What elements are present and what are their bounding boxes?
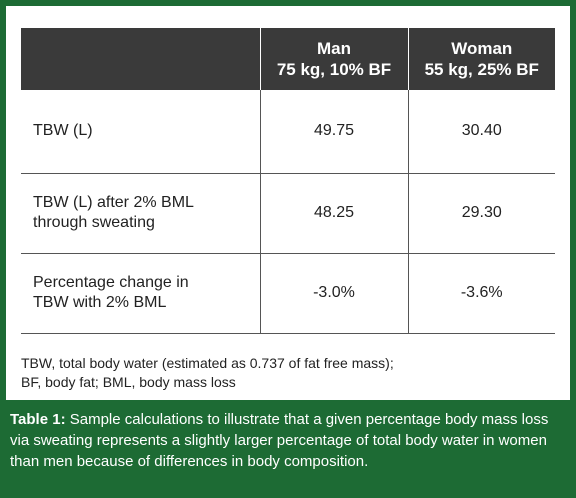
row-label: TBW (L) after 2% BML through sweating [21,173,260,253]
table-footnote: TBW, total body water (estimated as 0.73… [21,354,555,392]
row-label: Percentage change in TBW with 2% BML [21,253,260,333]
header-man: Man 75 kg, 10% BF [259,28,408,90]
row-label-line: TBW with 2% BML [33,294,167,311]
header-woman-title: Woman [451,39,513,58]
cell-woman-value: 30.40 [407,90,555,173]
footnote-line: BF, body fat; BML, body mass loss [21,374,236,390]
header-empty-cell [21,28,260,90]
footnote-line: TBW, total body water (estimated as 0.73… [21,355,394,371]
row-label-line: TBW (L) [33,122,93,140]
header-woman-subtitle: 55 kg, 25% BF [424,60,539,79]
cell-man-value: -3.0% [259,253,408,333]
header-woman: Woman 55 kg, 25% BF [407,28,555,90]
caption-label: Table 1: [10,411,66,428]
table-row-tbw: TBW (L) 49.75 30.40 [21,90,555,173]
row-label: TBW (L) [21,90,260,173]
table-caption: Table 1: Sample calculations to illustra… [10,409,566,472]
header-man-title: Man [317,39,351,58]
row-label-line: TBW (L) after 2% BML [33,194,194,211]
data-table-container: Man 75 kg, 10% BF Woman 55 kg, 25% BF TB… [21,28,555,346]
row-label-line: through sweating [33,214,155,231]
cell-man-value: 49.75 [259,90,408,173]
header-man-subtitle: 75 kg, 10% BF [276,60,392,79]
row-label-line: Percentage change in [33,274,189,291]
data-table: Man 75 kg, 10% BF Woman 55 kg, 25% BF TB… [21,28,555,334]
cell-woman-value: -3.6% [407,253,555,333]
cell-man-value: 48.25 [259,173,408,253]
cell-woman-value: 29.30 [407,173,555,253]
table-row-tbw-after-bml: TBW (L) after 2% BML through sweating 48… [21,173,555,253]
caption-text: Sample calculations to illustrate that a… [10,411,549,470]
table-panel: Man 75 kg, 10% BF Woman 55 kg, 25% BF TB… [6,6,570,400]
table-row-percentage-change: Percentage change in TBW with 2% BML -3.… [21,253,555,333]
table-header-row: Man 75 kg, 10% BF Woman 55 kg, 25% BF [21,28,555,90]
